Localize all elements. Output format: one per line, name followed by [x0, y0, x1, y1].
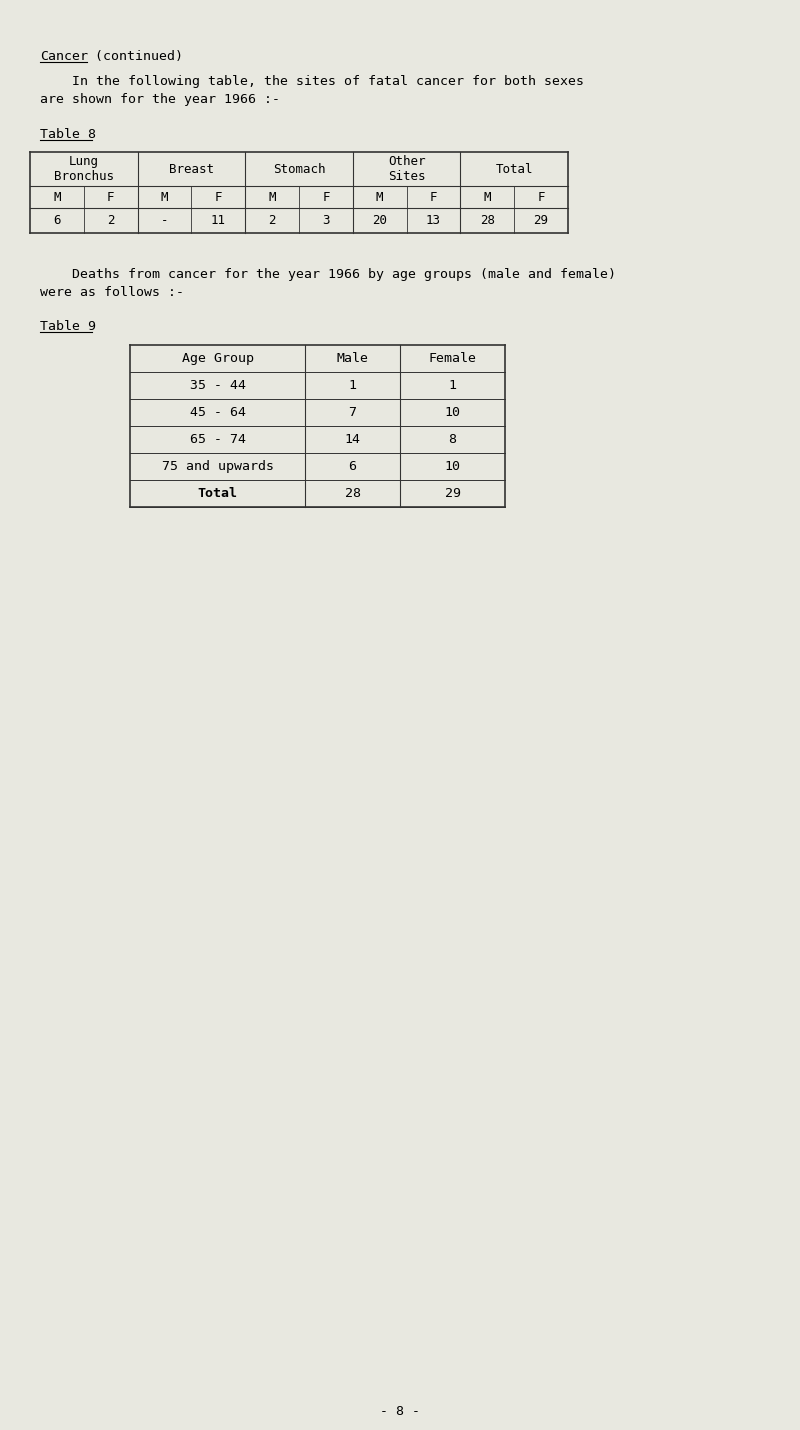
- Text: 13: 13: [426, 214, 441, 227]
- Text: 29: 29: [534, 214, 549, 227]
- Text: 10: 10: [445, 460, 461, 473]
- Text: (continued): (continued): [87, 50, 183, 63]
- Text: 28: 28: [480, 214, 494, 227]
- Text: 65 - 74: 65 - 74: [190, 433, 246, 446]
- Text: Table 8: Table 8: [40, 129, 96, 142]
- Text: 11: 11: [210, 214, 226, 227]
- Text: Age Group: Age Group: [182, 352, 254, 365]
- Text: 1: 1: [349, 379, 357, 392]
- Text: F: F: [214, 190, 222, 203]
- Text: 10: 10: [445, 406, 461, 419]
- Text: F: F: [322, 190, 330, 203]
- Text: 29: 29: [445, 488, 461, 500]
- Text: 45 - 64: 45 - 64: [190, 406, 246, 419]
- Text: Cancer: Cancer: [40, 50, 88, 63]
- Text: 2: 2: [268, 214, 276, 227]
- Text: 75 and upwards: 75 and upwards: [162, 460, 274, 473]
- Text: 7: 7: [349, 406, 357, 419]
- Text: Total: Total: [495, 163, 533, 176]
- Text: Breast: Breast: [169, 163, 214, 176]
- Text: Other
Sites: Other Sites: [388, 154, 426, 183]
- Text: 6: 6: [53, 214, 61, 227]
- Text: 20: 20: [372, 214, 387, 227]
- Text: Female: Female: [429, 352, 477, 365]
- Text: 28: 28: [345, 488, 361, 500]
- Text: Deaths from cancer for the year 1966 by age groups (male and female)
were as fol: Deaths from cancer for the year 1966 by …: [40, 267, 616, 299]
- Text: Total: Total: [198, 488, 238, 500]
- Text: 6: 6: [349, 460, 357, 473]
- Text: M: M: [53, 190, 61, 203]
- Text: In the following table, the sites of fatal cancer for both sexes
are shown for t: In the following table, the sites of fat…: [40, 74, 584, 106]
- Text: 14: 14: [345, 433, 361, 446]
- Text: Lung
Bronchus: Lung Bronchus: [54, 154, 114, 183]
- Text: Stomach: Stomach: [273, 163, 326, 176]
- Text: F: F: [430, 190, 438, 203]
- Text: 35 - 44: 35 - 44: [190, 379, 246, 392]
- Text: M: M: [161, 190, 168, 203]
- Text: M: M: [268, 190, 276, 203]
- Text: - 8 -: - 8 -: [380, 1406, 420, 1419]
- Text: Table 9: Table 9: [40, 320, 96, 333]
- Text: 2: 2: [107, 214, 114, 227]
- Text: M: M: [376, 190, 383, 203]
- Text: F: F: [538, 190, 545, 203]
- Text: Male: Male: [337, 352, 369, 365]
- Text: 1: 1: [449, 379, 457, 392]
- Text: F: F: [107, 190, 114, 203]
- Text: M: M: [483, 190, 491, 203]
- Text: 8: 8: [449, 433, 457, 446]
- Text: 3: 3: [322, 214, 330, 227]
- Text: -: -: [161, 214, 168, 227]
